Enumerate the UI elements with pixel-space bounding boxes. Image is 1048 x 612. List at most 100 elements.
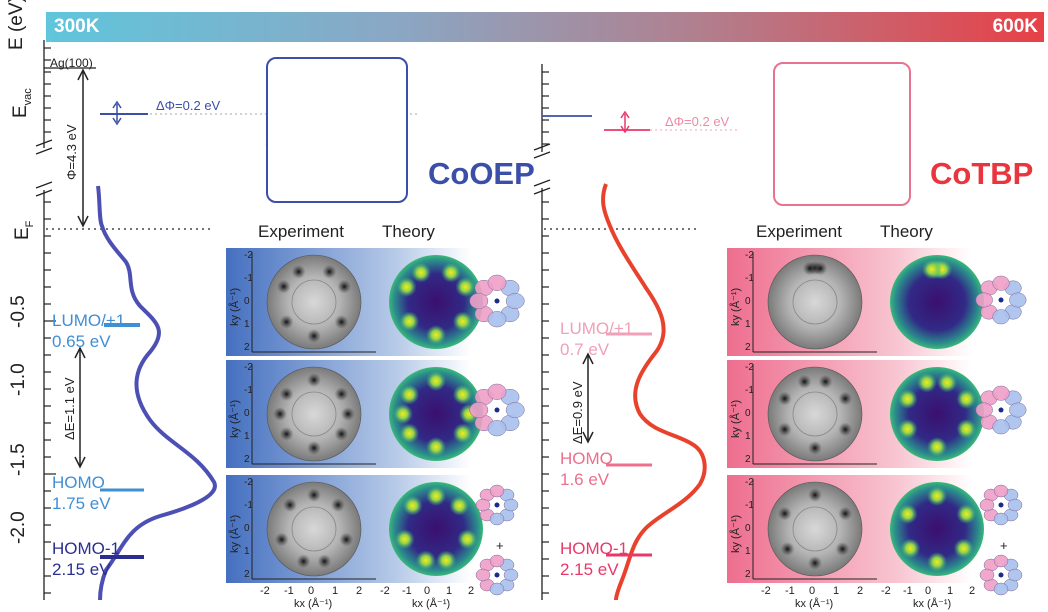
- k-axis-label: 0: [244, 296, 250, 307]
- theory-lobe: [399, 384, 420, 405]
- k-axis-label: -2: [745, 477, 754, 488]
- homo1-label-right: HOMO-1 2.15 eV: [560, 539, 628, 579]
- theory-lobe: [916, 372, 937, 393]
- theory-lobe: [897, 504, 918, 525]
- k-axis-label: 2: [745, 454, 751, 465]
- theory-lobe: [956, 504, 977, 525]
- k-axis-label: -1: [745, 273, 754, 284]
- orbital-icon: [469, 274, 525, 328]
- k-axis-label: 0: [925, 585, 932, 597]
- experiment-header-left: Experiment: [258, 222, 344, 241]
- theory-lobe: [897, 418, 918, 439]
- theory-lobe: [394, 529, 415, 550]
- k-axis-label: ky (Å⁻¹): [730, 514, 742, 553]
- k-axis-label: ky (Å⁻¹): [730, 287, 742, 326]
- homo-label: HOMO 1.75 eV: [52, 473, 111, 513]
- theory-lobe: [393, 404, 413, 424]
- k-axis-label: -1: [244, 385, 253, 396]
- k-axis-label: -2: [244, 477, 253, 488]
- theory-lobe: [426, 437, 446, 457]
- experiment-lobe: [307, 441, 321, 455]
- k-axis-label: ky (Å⁻¹): [229, 514, 241, 553]
- k-axis-label: -1: [785, 585, 795, 597]
- k-axis-label: 0: [308, 585, 315, 597]
- k-axis-label: -2: [761, 585, 771, 597]
- orbital-icon: [469, 383, 525, 437]
- k-axis-label: 2: [857, 585, 864, 597]
- experiment-lobe: [291, 264, 306, 279]
- theory-lobe: [402, 495, 423, 516]
- k-axis-label: -2: [380, 585, 390, 597]
- experiment-lobe: [274, 532, 289, 547]
- left-momentum-maps: [226, 248, 483, 583]
- lumo-label-right: LUMO/+1 0.7 eV: [560, 319, 634, 359]
- experiment-lobe: [279, 426, 294, 441]
- k-axis-label: ky (Å⁻¹): [229, 399, 241, 438]
- k-axis-label: 2: [244, 454, 250, 465]
- k-axis-label: -2: [260, 585, 270, 597]
- experiment-map: [767, 366, 863, 462]
- k-axis-label: 2: [745, 342, 751, 353]
- k-axis-label: 1: [332, 585, 339, 597]
- theory-map: [890, 255, 984, 349]
- experiment-lobe: [838, 422, 853, 437]
- orbital-icon: [975, 275, 1027, 325]
- theory-lobe: [399, 423, 420, 444]
- theory-lobe: [927, 552, 947, 572]
- k-axis-label: kx (Å⁻¹): [795, 598, 834, 610]
- theory-lobe: [937, 372, 958, 393]
- experiment-lobe: [813, 261, 828, 276]
- k-axis-label: -1: [402, 585, 412, 597]
- experiment-lobe: [777, 422, 792, 437]
- experiment-lobe: [777, 506, 792, 521]
- k-axis-label: 1: [745, 319, 751, 330]
- momentum-map-row: [727, 248, 984, 356]
- momentum-map-row: [226, 248, 483, 356]
- k-axis-label: 1: [244, 431, 250, 442]
- experiment-lobe: [279, 387, 294, 402]
- experiment-lobe: [279, 314, 294, 329]
- k-axis-label: kx (Å⁻¹): [412, 598, 451, 610]
- k-axis-label: 2: [244, 342, 250, 353]
- k-axis-label: 0: [424, 585, 431, 597]
- experiment-lobe: [307, 329, 321, 343]
- k-axis-label: 0: [809, 585, 816, 597]
- momentum-map-row: [226, 475, 483, 583]
- k-axis-label: 2: [468, 585, 475, 597]
- experiment-lobe: [797, 374, 812, 389]
- delta-phi-label-right: ΔΦ=0.2 eV: [665, 114, 730, 129]
- k-axis-label: 0: [244, 408, 250, 419]
- theory-lobe: [927, 486, 947, 506]
- experiment-lobe: [838, 391, 853, 406]
- orbital-icon: [475, 554, 519, 596]
- k-axis-label: -2: [745, 362, 754, 373]
- experiment-lobe: [341, 407, 355, 421]
- energy-axis-ticks: [44, 47, 56, 594]
- theory-header-right: Theory: [880, 222, 933, 241]
- theory-lobe: [455, 277, 476, 298]
- coOEP-molecule-box: [266, 57, 408, 203]
- theory-lobe: [411, 262, 432, 283]
- theory-lobe: [449, 495, 470, 516]
- k-axis-label: 1: [745, 546, 751, 557]
- experiment-lobe: [307, 488, 321, 502]
- k-axis-label: ky (Å⁻¹): [229, 287, 241, 326]
- momentum-map-row: [727, 360, 984, 468]
- k-axis-label: 0: [244, 523, 250, 534]
- experiment-map: [767, 254, 863, 350]
- theory-header-left: Theory: [382, 222, 435, 241]
- delta-e-label: ΔE=1.1 eV: [62, 377, 77, 440]
- k-axis-label: 1: [244, 546, 250, 557]
- k-axis-label: 0: [745, 408, 751, 419]
- plus-sign-left: +: [496, 538, 504, 553]
- experiment-lobe: [334, 314, 349, 329]
- k-axis-label: -2: [244, 362, 253, 373]
- theory-lobe: [921, 259, 942, 280]
- experiment-lobe: [818, 374, 833, 389]
- coTBP-title: CoTBP: [930, 156, 1034, 191]
- experiment-lobe: [273, 407, 287, 421]
- experiment-lobe: [808, 556, 822, 570]
- k-axis-label: kx (Å⁻¹): [294, 598, 333, 610]
- energy-axis: [35, 40, 53, 600]
- substrate-label: Ag(100): [50, 56, 93, 70]
